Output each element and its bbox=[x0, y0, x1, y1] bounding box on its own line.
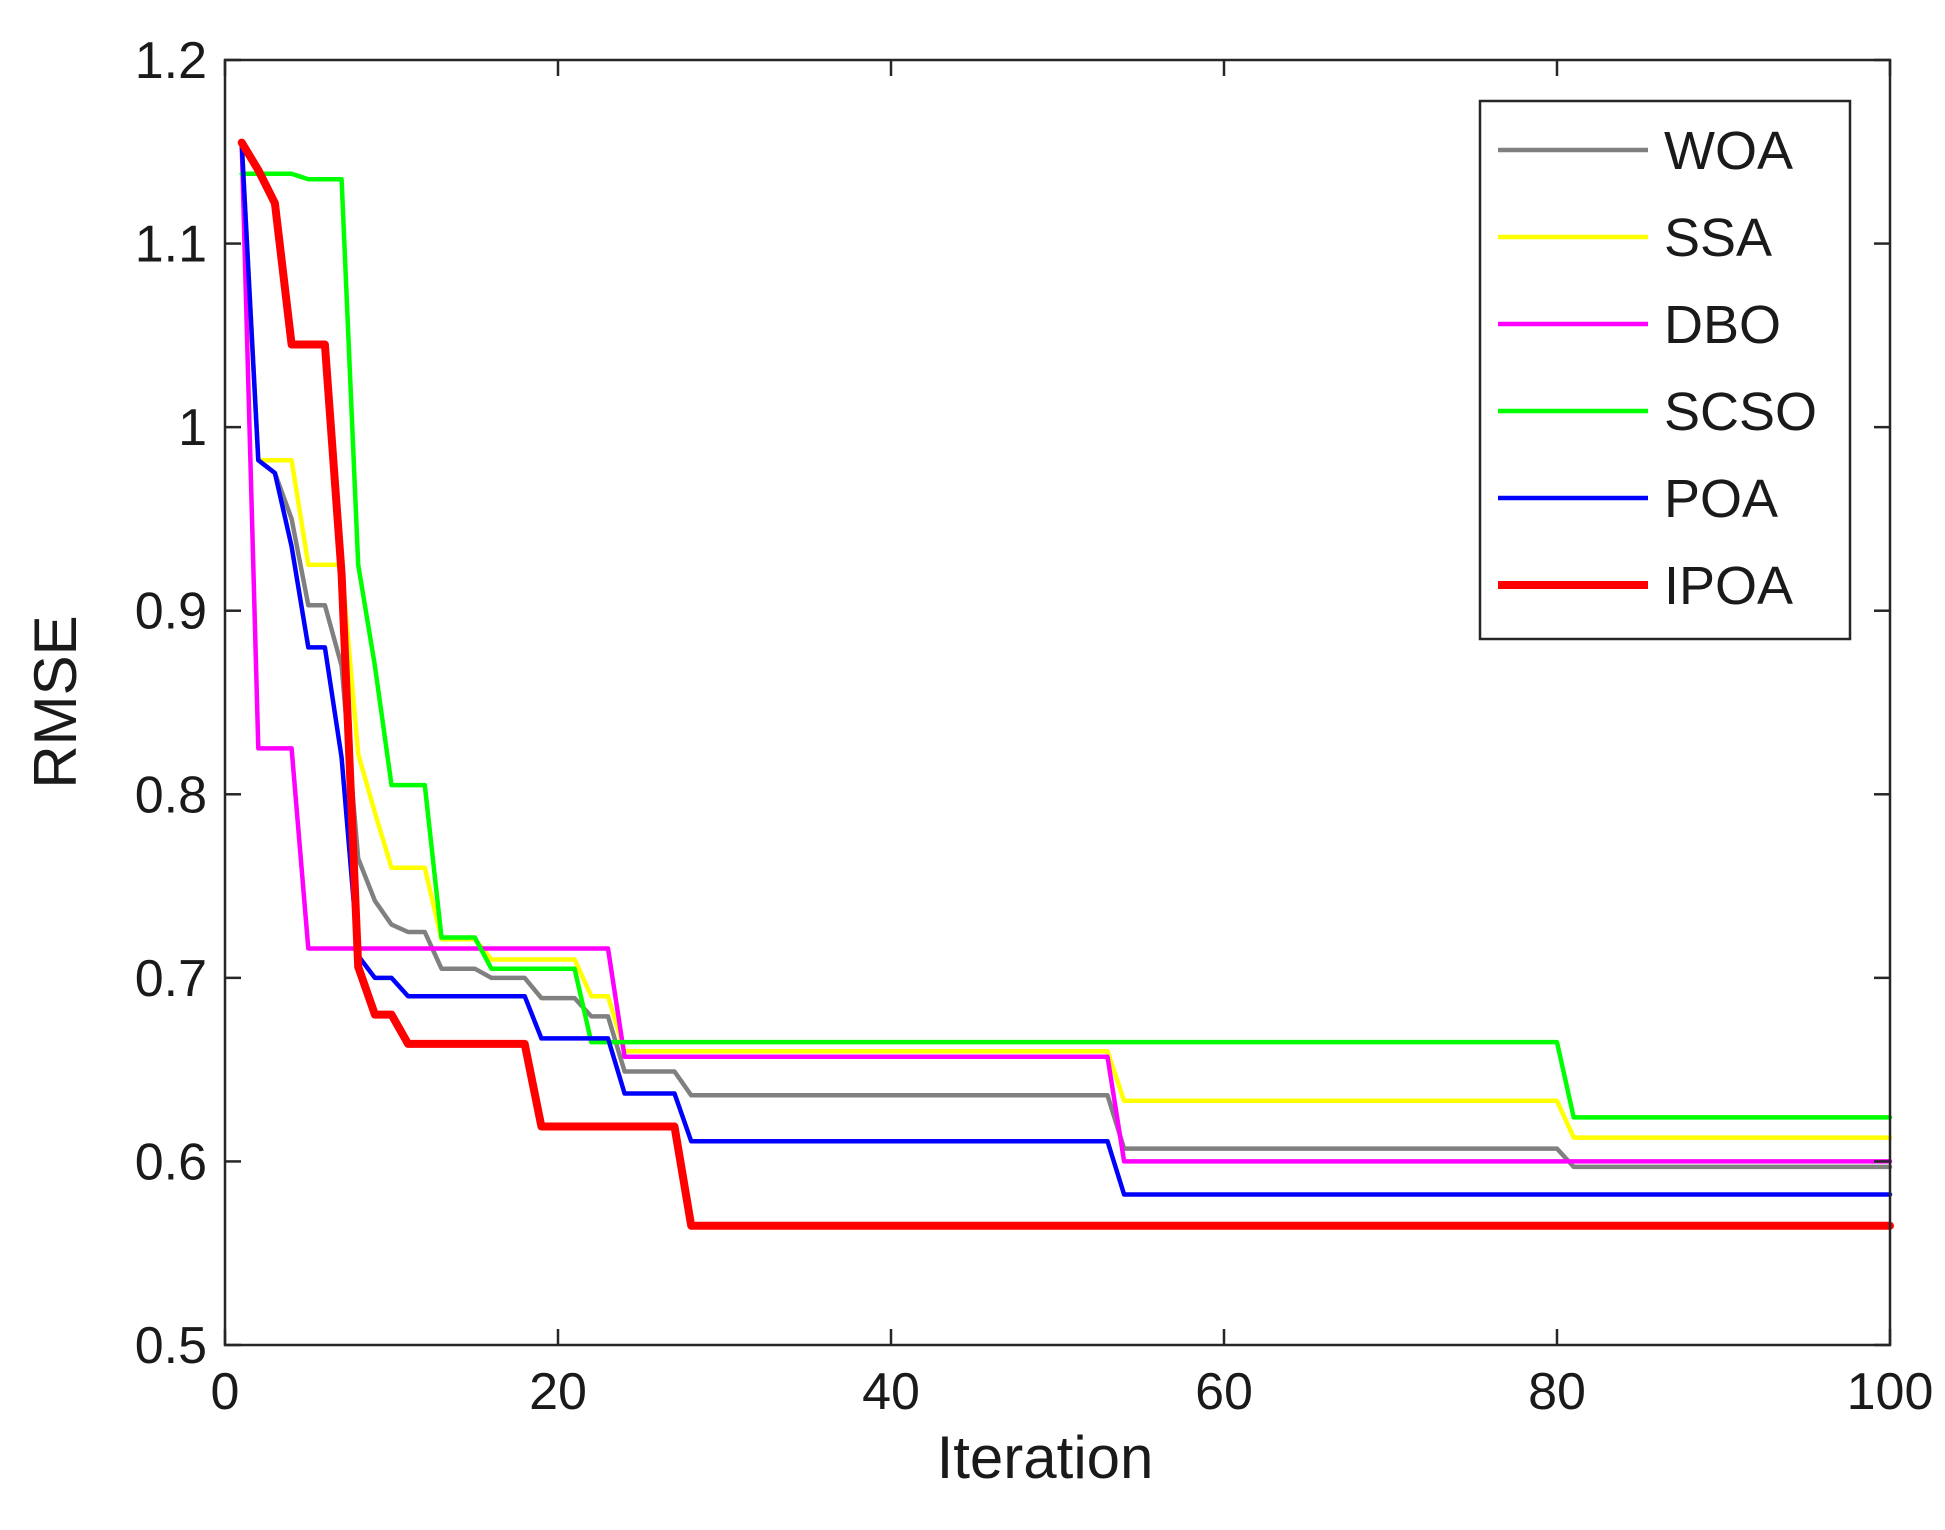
series-line-woa bbox=[239, 140, 1893, 1170]
y-tick-label: 0.6 bbox=[135, 1133, 207, 1191]
tick-layer: 0 20 40 60 80 100 0.5 0.6 0.7 0.8 0.9 1 1.1 1.2 bbox=[135, 32, 1934, 1421]
legend-label-dbo: DBO bbox=[1664, 295, 1781, 355]
legend-box bbox=[1478, 99, 1852, 641]
legend-label-scso: SCSO bbox=[1664, 382, 1817, 442]
series-line-poa bbox=[239, 140, 1893, 1197]
legend: WOA SSA DBO SCSO POA IPOA bbox=[1478, 99, 1852, 641]
legend-label-woa: WOA bbox=[1664, 121, 1793, 181]
y-axis-title: RMSE bbox=[22, 615, 89, 788]
series-layer bbox=[237, 138, 1894, 1230]
y-tick-label: 1.2 bbox=[135, 32, 207, 90]
x-tick-label: 60 bbox=[1195, 1363, 1253, 1421]
series-line-ipoa bbox=[237, 138, 1894, 1230]
y-tick-label: 1 bbox=[178, 399, 207, 457]
legend-label-ipoa: IPOA bbox=[1664, 556, 1793, 616]
y-tick-label: 1.1 bbox=[135, 216, 207, 274]
x-axis-title: Iteration bbox=[937, 1424, 1154, 1491]
y-tick-label: 0.5 bbox=[135, 1317, 207, 1375]
y-tick-label: 0.9 bbox=[135, 583, 207, 641]
series-line-dbo bbox=[239, 140, 1893, 1164]
series-line-scso bbox=[239, 171, 1893, 1120]
plot-frame bbox=[223, 58, 1892, 1347]
x-tick-label: 40 bbox=[862, 1363, 920, 1421]
x-tick-label: 20 bbox=[529, 1363, 587, 1421]
y-tick-label: 0.7 bbox=[135, 950, 207, 1008]
legend-label-ssa: SSA bbox=[1664, 208, 1772, 268]
x-tick-label: 0 bbox=[211, 1363, 240, 1421]
x-tick-label: 100 bbox=[1847, 1363, 1934, 1421]
y-tick-label: 0.8 bbox=[135, 766, 207, 824]
legend-label-poa: POA bbox=[1664, 469, 1778, 529]
x-tick-label: 80 bbox=[1528, 1363, 1586, 1421]
